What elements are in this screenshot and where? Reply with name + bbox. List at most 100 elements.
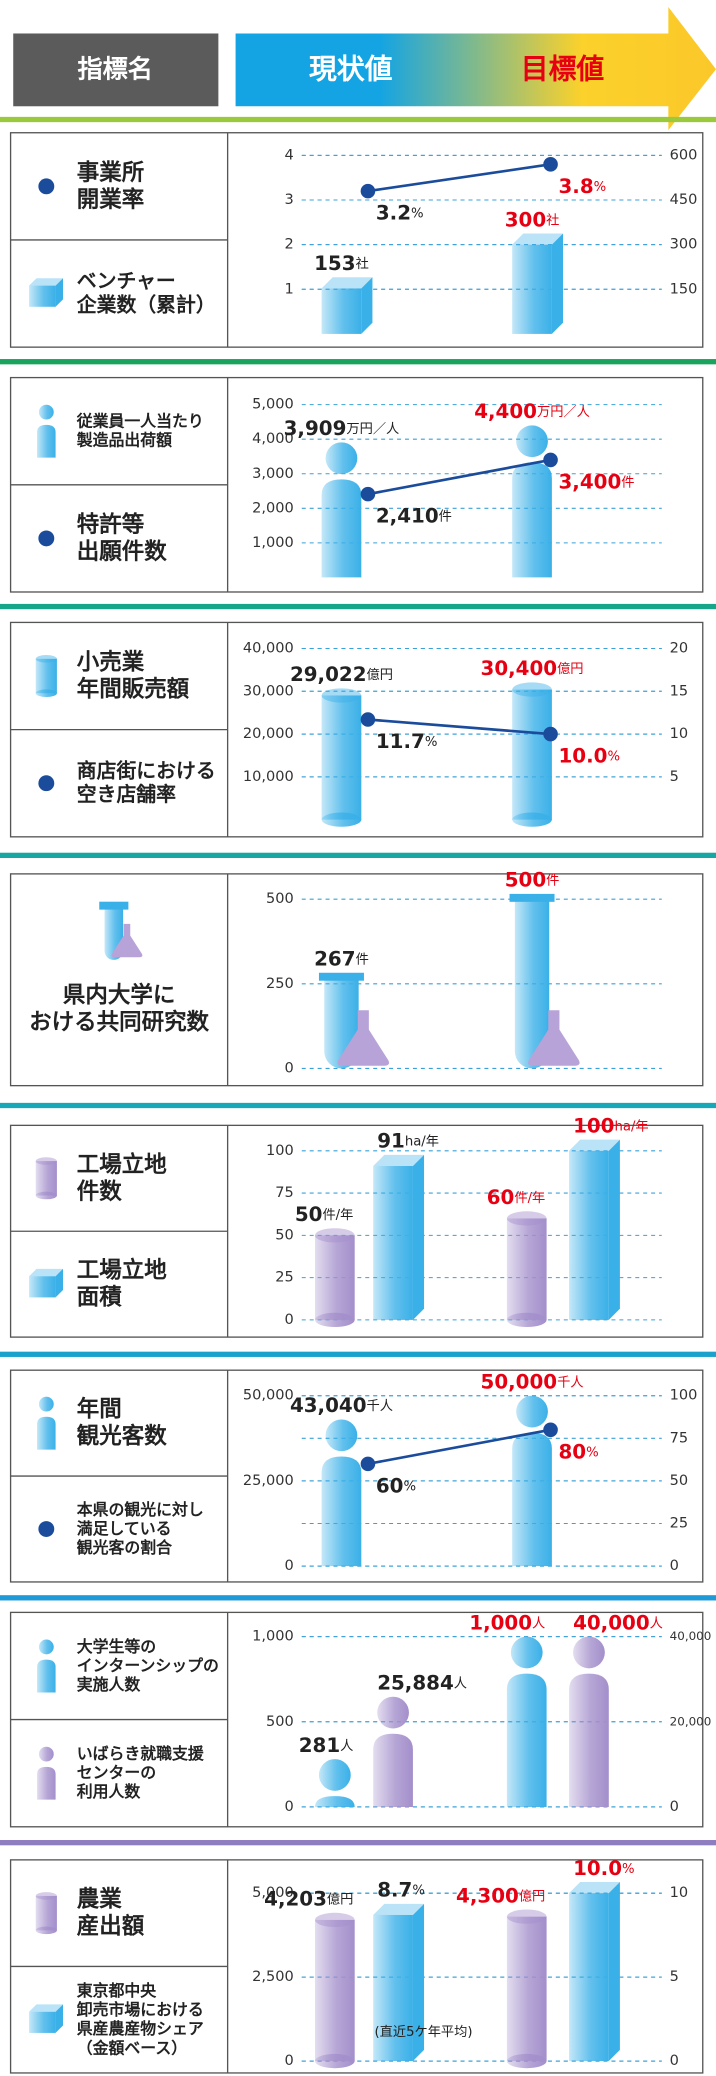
box-side (412, 1903, 425, 2062)
value-label: 60件/年 (487, 1186, 546, 1209)
separator (0, 1102, 716, 1109)
y2-tick-label: 40,000 (670, 1629, 712, 1643)
bar (321, 1419, 362, 1567)
y-tick-label: 25 (275, 1269, 294, 1286)
cylinder-body (512, 689, 552, 820)
value-label: 50,000千人 (481, 1370, 584, 1393)
person-body (314, 1796, 355, 1807)
y-tick-label: 4,000 (252, 430, 294, 447)
point (543, 157, 558, 172)
value-label: 60% (376, 1474, 416, 1497)
legend-icon (99, 901, 143, 960)
tube-rim (99, 901, 129, 910)
person-head (38, 404, 54, 420)
value-label: 1,000人 (469, 1611, 545, 1634)
cylinder-body (506, 1916, 547, 2062)
bar (314, 1228, 355, 1328)
bar (512, 425, 552, 578)
cylinder-base (35, 689, 57, 698)
y-tick-label: 3 (285, 191, 294, 208)
cylinder-top (314, 1228, 355, 1243)
legend-icon (38, 1521, 55, 1537)
box-front (29, 1276, 56, 1298)
header-box (13, 33, 219, 107)
y2-tick-label: 75 (670, 1429, 689, 1446)
point (360, 712, 376, 727)
point (360, 486, 376, 502)
box-side (55, 2004, 63, 2033)
box-front (512, 244, 552, 334)
value-label: 30,400億円 (481, 657, 584, 680)
point (360, 1456, 376, 1472)
value-label: 3.2% (376, 201, 424, 224)
box-side (55, 278, 63, 307)
legend-label: 事業所開業率 (77, 158, 144, 212)
person-body (569, 1673, 609, 1807)
cylinder-top (506, 1211, 547, 1226)
bar (506, 1211, 547, 1328)
legend-label: いばらき就職支援センターの利用人数 (77, 1744, 205, 1801)
icon-dot (38, 178, 55, 195)
legend-icon (37, 1746, 56, 1800)
person-head (38, 1639, 54, 1655)
line (367, 1428, 551, 1466)
y2-tick-label: 150 (670, 280, 698, 297)
box-top (29, 2004, 63, 2012)
line (367, 163, 551, 193)
legend-icon (29, 278, 63, 307)
box-side (361, 277, 373, 334)
icon-dot (38, 1521, 55, 1537)
flask (337, 1010, 390, 1066)
cylinder-base (314, 2053, 355, 2069)
person-body (321, 1456, 362, 1567)
cylinder-body (506, 1218, 547, 1320)
value-label: 91ha/年 (377, 1129, 439, 1152)
y-tick-label: 10,000 (243, 768, 294, 785)
y2-tick-label: 5 (670, 768, 679, 785)
y-tick-label: 500 (266, 890, 294, 907)
separator (0, 1840, 716, 1846)
cylinder-top (35, 1157, 57, 1165)
legend-icon (37, 1639, 56, 1693)
legend-label: 工場立地面積 (77, 1256, 167, 1310)
box-side (551, 233, 564, 334)
y-tick-label: 50,000 (243, 1387, 294, 1404)
legend-label: 県内大学における共同研究数 (29, 981, 209, 1035)
y-tick-label: 1,000 (252, 1628, 294, 1645)
legend-label: ベンチャー企業数（累計） (76, 269, 216, 316)
separator (0, 852, 716, 859)
bar (373, 1696, 413, 1807)
cylinder-body (35, 658, 57, 694)
person-body (37, 1416, 56, 1450)
cylinder-body (314, 1235, 355, 1320)
bar (569, 1636, 609, 1807)
legend-label: 年間観光客数 (77, 1395, 167, 1449)
person-head (516, 425, 548, 458)
legend-label: 特許等出願件数 (77, 510, 167, 564)
bar (512, 1395, 552, 1567)
cylinder-top (321, 688, 362, 703)
y2-tick-label: 50 (670, 1472, 689, 1489)
y2-tick-label: 25 (670, 1514, 689, 1531)
y-tick-label: 5,000 (252, 396, 294, 413)
y-tick-label: 2 (285, 236, 294, 253)
y-tick-label: 75 (275, 1184, 294, 1201)
person-body (37, 1766, 56, 1800)
bar (314, 1912, 355, 2069)
separator (0, 1595, 716, 1601)
person-head (377, 1696, 409, 1729)
bar (506, 1636, 547, 1807)
y-tick-label: 2,000 (252, 499, 294, 516)
point (360, 183, 376, 199)
y-tick-label: 40,000 (243, 639, 294, 656)
bar (569, 1882, 620, 2062)
y-tick-label: 50 (275, 1226, 294, 1243)
y2-tick-label: 0 (670, 2052, 679, 2069)
person-head (510, 1636, 543, 1669)
value-label: 4,300億円 (456, 1884, 545, 1907)
point (543, 726, 558, 742)
legend-icon (38, 775, 55, 792)
annotation: (直近5ケ年平均) (374, 2024, 472, 2040)
separator (0, 1351, 716, 1357)
legend-label: 東京都中央卸売市場における県産農産物シェア（金額ベース） (77, 1981, 204, 2057)
